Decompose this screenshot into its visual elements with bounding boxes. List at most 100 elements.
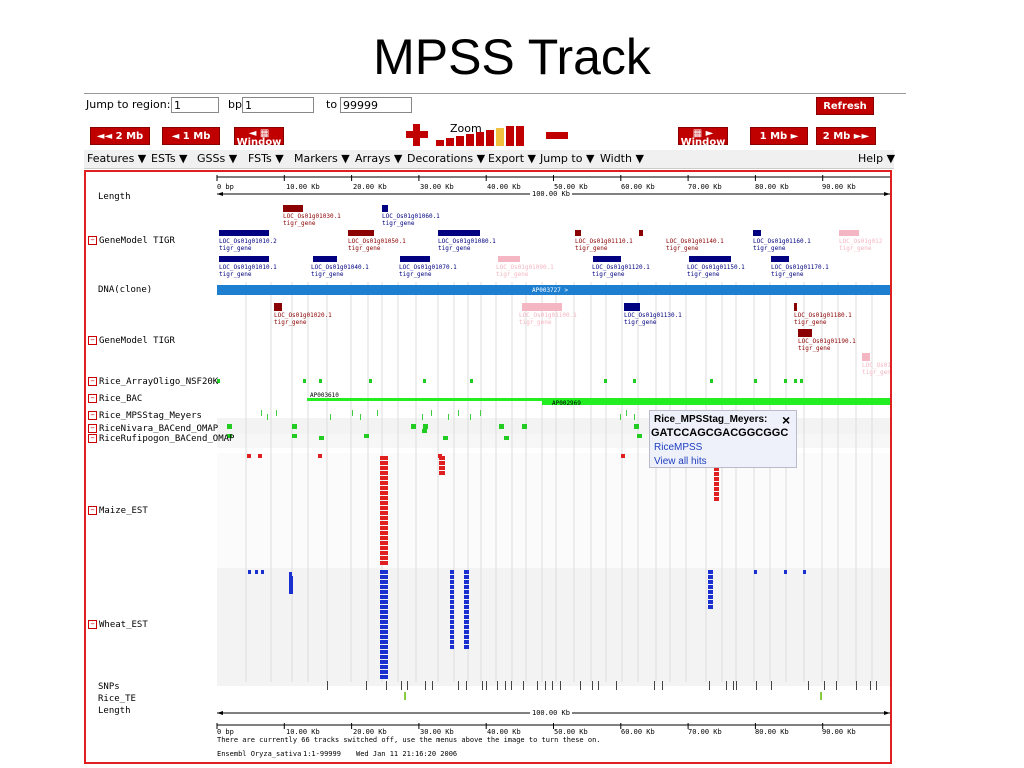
gene-label[interactable]: LOC_Os01g01190.1 tigr_gene	[798, 338, 856, 352]
wheat-est-hit[interactable]	[450, 615, 454, 619]
wheat-est-hit[interactable]	[708, 580, 713, 584]
menu-decorations[interactable]: Decorations ▼	[407, 152, 486, 165]
wheat-est-hit[interactable]	[464, 630, 469, 634]
maize-est-hit[interactable]	[380, 556, 388, 560]
snp[interactable]	[552, 681, 553, 690]
wheat-est-hit[interactable]	[380, 585, 388, 589]
wheat-est-hit[interactable]	[380, 610, 388, 614]
maize-est-hit[interactable]	[439, 466, 445, 470]
mpss-tag[interactable]	[261, 410, 262, 416]
wheat-est-hit[interactable]	[380, 590, 388, 594]
maize-est-hit[interactable]	[380, 501, 388, 505]
wheat-est-hit[interactable]	[464, 570, 469, 574]
wheat-est-hit[interactable]	[380, 640, 388, 644]
gene-label[interactable]: LOC_Os01g01130.1 tigr_gene	[624, 312, 682, 326]
track-rufipogon[interactable]: − RiceRufipogon_BACend_OMAP	[88, 434, 234, 444]
menu-width[interactable]: Width ▼	[600, 152, 644, 165]
wheat-est-hit[interactable]	[450, 620, 454, 624]
gene-label[interactable]: LOC_Os01g01070.1 tigr_gene	[399, 264, 457, 278]
collapse-icon[interactable]: −	[88, 506, 97, 515]
maize-est-hit[interactable]	[380, 546, 388, 550]
refresh-button[interactable]: Refresh	[816, 97, 874, 115]
menu-fsts[interactable]: FSTs ▼	[248, 152, 284, 165]
maize-est-hit[interactable]	[380, 491, 388, 495]
gene-label[interactable]: LOC_Os01g01090.1 tigr_gene	[496, 264, 554, 278]
wheat-est-hit[interactable]	[464, 620, 469, 624]
array-oligo-feature[interactable]	[217, 379, 220, 383]
wheat-est-hit[interactable]	[289, 576, 293, 594]
wheat-est-hit[interactable]	[380, 625, 388, 629]
rufipogon-feature[interactable]	[364, 434, 369, 438]
maize-est-hit[interactable]	[380, 506, 388, 510]
wheat-est-hit[interactable]	[464, 605, 469, 609]
snp[interactable]	[511, 681, 512, 690]
array-oligo-feature[interactable]	[423, 379, 426, 383]
maize-est-hit[interactable]	[714, 497, 719, 501]
snp[interactable]	[733, 681, 734, 690]
track-nivara[interactable]: − RiceNivara_BACend_OMAP	[88, 424, 218, 434]
start-bp-input[interactable]: 1	[242, 97, 314, 113]
maize-est-hit[interactable]	[439, 461, 445, 465]
track-rice-bac[interactable]: − Rice_BAC	[88, 394, 142, 404]
maize-est-hit[interactable]	[258, 454, 262, 458]
snp[interactable]	[458, 681, 459, 690]
snp[interactable]	[505, 681, 506, 690]
menu-arrays[interactable]: Arrays ▼	[355, 152, 403, 165]
wheat-est-hit[interactable]	[450, 640, 454, 644]
maize-est-hit[interactable]	[439, 456, 445, 460]
forward-1mb-button[interactable]: 1 Mb ►	[750, 127, 808, 145]
collapse-icon[interactable]: −	[88, 434, 97, 443]
maize-est-hit[interactable]	[714, 477, 719, 481]
rufipogon-feature[interactable]	[637, 434, 642, 438]
wheat-est-hit[interactable]	[450, 595, 454, 599]
collapse-icon[interactable]: −	[88, 336, 97, 345]
array-oligo-feature[interactable]	[794, 379, 797, 383]
mpss-tag[interactable]	[377, 410, 378, 416]
wheat-est-hit[interactable]	[464, 580, 469, 584]
array-oligo-feature[interactable]	[470, 379, 473, 383]
nivara-feature[interactable]	[499, 424, 504, 429]
snp[interactable]	[870, 681, 871, 690]
maize-est-hit[interactable]	[380, 461, 388, 465]
wheat-est-hit[interactable]	[708, 575, 713, 579]
maize-est-hit[interactable]	[318, 454, 322, 458]
mpss-tag[interactable]	[620, 414, 621, 420]
wheat-est-hit[interactable]	[450, 610, 454, 614]
snp[interactable]	[580, 681, 581, 690]
track-wheat-est[interactable]: − Wheat_EST	[88, 620, 148, 630]
array-oligo-feature[interactable]	[319, 379, 322, 383]
wheat-est-hit[interactable]	[450, 585, 454, 589]
snp[interactable]	[386, 681, 387, 690]
snp[interactable]	[401, 681, 402, 690]
maize-est-hit[interactable]	[380, 516, 388, 520]
wheat-est-hit[interactable]	[464, 610, 469, 614]
gene-label[interactable]: LOC_Os01g01140.1 tigr_gene	[666, 238, 724, 252]
wheat-est-hit[interactable]	[464, 600, 469, 604]
collapse-icon[interactable]: −	[88, 620, 97, 629]
maize-est-hit[interactable]	[714, 492, 719, 496]
wheat-est-hit[interactable]	[380, 600, 388, 604]
gene-label[interactable]: LOC_Os01g01100.1 tigr_gene	[519, 312, 577, 326]
array-oligo-feature[interactable]	[633, 379, 636, 383]
menu-export[interactable]: Export ▼	[488, 152, 536, 165]
wheat-est-hit[interactable]	[464, 575, 469, 579]
menu-help[interactable]: Help ▼	[858, 152, 896, 165]
wheat-est-hit[interactable]	[803, 570, 806, 574]
array-oligo-feature[interactable]	[710, 379, 713, 383]
snp[interactable]	[824, 681, 825, 690]
gene-label[interactable]: LOC_Os01g01170.1 tigr_gene	[771, 264, 829, 278]
mpss-tag[interactable]	[480, 410, 481, 416]
maize-est-hit[interactable]	[714, 487, 719, 491]
back-2mb-button[interactable]: ◄◄ 2 Mb	[90, 127, 150, 145]
wheat-est-hit[interactable]	[289, 572, 292, 576]
track-array-oligo[interactable]: − Rice_ArrayOligo_NSF20K	[88, 377, 218, 387]
nivara-feature[interactable]	[292, 424, 297, 429]
wheat-est-hit[interactable]	[464, 625, 469, 629]
snp[interactable]	[523, 681, 524, 690]
mpss-tag[interactable]	[267, 414, 268, 420]
maize-est-hit[interactable]	[439, 471, 445, 475]
snp[interactable]	[486, 681, 487, 690]
wheat-est-hit[interactable]	[464, 615, 469, 619]
track-image[interactable]	[86, 172, 890, 762]
array-oligo-feature[interactable]	[754, 379, 757, 383]
